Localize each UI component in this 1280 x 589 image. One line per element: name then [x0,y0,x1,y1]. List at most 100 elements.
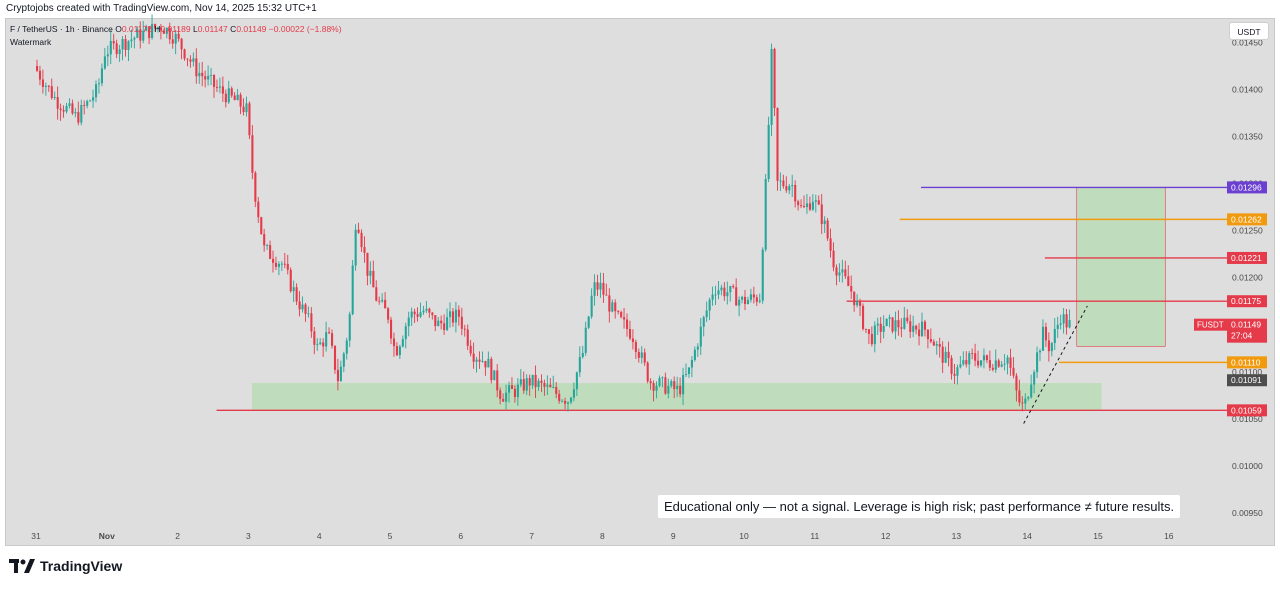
candle-body [109,41,112,55]
close-value: 0.01149 [236,24,267,34]
candle-body [714,294,717,296]
candle-body [269,245,272,259]
candle-body [239,94,242,107]
candle-body [463,328,466,330]
candle-body [814,200,817,202]
candle-body [112,41,115,44]
candle-body [525,378,528,391]
candle-body [499,390,502,400]
candle-body [732,286,735,288]
candle-body [280,263,283,265]
candle-body [941,346,944,363]
price-tag [1227,295,1267,308]
candle-body [224,93,227,103]
candle-body [375,287,378,301]
price-tag-value: 0.01221 [1231,253,1262,263]
y-tick-label: 0.01400 [1232,85,1263,95]
candle-body [434,315,437,327]
candle-body [708,299,711,311]
candle-body [873,325,876,345]
tradingview-brand[interactable]: TradingView [9,558,122,574]
candle-body [655,385,658,391]
price-tag [1227,181,1267,194]
candle-body [738,299,741,306]
candle-body [935,344,938,346]
candle-body [856,301,859,306]
candle-body [690,359,693,368]
candle-body [272,258,275,263]
candle-body [702,317,705,327]
chart-caption: Cryptojobs created with TradingView.com,… [6,3,317,14]
candle-body [717,290,720,295]
candle-body [1015,375,1018,391]
x-tick-label: 16 [1164,531,1174,541]
candle-body [133,37,136,40]
candle-body [165,28,168,34]
candle-body [637,351,640,358]
candle-body [404,326,407,340]
chart-frame[interactable] [5,18,1275,546]
candle-body [950,357,953,374]
candle-body [558,393,561,401]
currency-selector[interactable]: USDT [1229,22,1269,40]
candle-body [885,318,888,326]
candle-body [339,366,342,382]
candle-body [693,349,696,360]
candle-body [342,353,345,367]
y-tick-label: 0.01100 [1232,367,1262,377]
candle-body [118,49,121,55]
candle-body [808,203,811,210]
candle-body [770,49,773,125]
candle-body [177,33,180,39]
candle-body [891,317,894,332]
candle-body [159,27,162,31]
candle-body [245,103,248,113]
candle-body [823,220,826,225]
candle-body [363,247,366,253]
candle-body [106,54,109,57]
x-tick-label: 12 [881,531,891,541]
candle-body [201,72,204,77]
candle-body [841,269,844,273]
candle-body [649,381,652,384]
x-tick-label: 5 [388,531,393,541]
candle-body [242,106,245,113]
candle-body [207,75,210,80]
candle-body [218,86,221,88]
candle-body [705,310,708,318]
candle-body [44,85,47,87]
candle-body [274,262,278,267]
candle-body [505,392,508,402]
candle-body [487,358,490,368]
candle-body [661,377,664,379]
candle-body [53,97,56,98]
candle-body [528,378,531,386]
current-price-tag [1227,318,1267,343]
candle-body [549,384,552,388]
y-tick-label: 0.01000 [1232,461,1263,471]
candle-body [882,325,885,332]
candle-body [457,309,460,317]
candle-body [578,356,581,373]
price-tag-value: 0.01110 [1231,357,1261,367]
x-tick-label: 3 [246,531,251,541]
high-value: 0.01189 [160,24,191,34]
candle-body [348,314,351,341]
candle-body [236,94,239,101]
candle-body [867,329,870,334]
candle-body [605,294,608,296]
candle-body [735,287,738,306]
disclaimer-notice: Educational only — not a signal. Leverag… [658,495,1181,518]
x-tick-label: 7 [529,531,534,541]
candle-body [909,321,912,332]
candle-body [440,320,443,324]
candle-body [1056,324,1059,329]
candle-body [366,252,369,276]
candle-body [47,85,50,87]
candle-body [982,355,986,361]
candle-body [384,299,387,309]
candle-body [248,103,251,136]
x-tick-label: 6 [458,531,463,541]
candle-body [428,308,431,313]
